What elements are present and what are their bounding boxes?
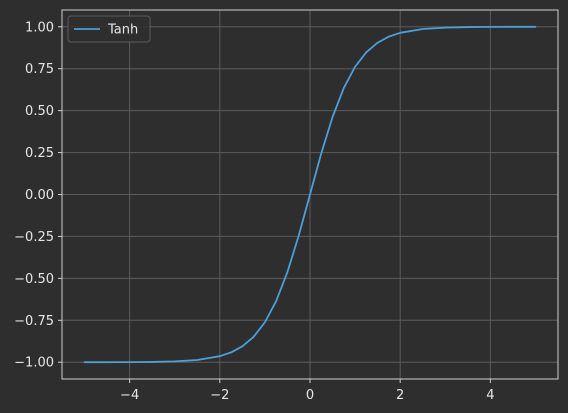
y-tick-label: 0.25 xyxy=(25,146,54,161)
y-tick-label: −0.75 xyxy=(14,314,54,329)
axes xyxy=(58,9,559,383)
y-tick-label: 0.50 xyxy=(25,104,54,119)
series-lines xyxy=(83,25,537,364)
x-tick-label: −2 xyxy=(210,388,229,403)
legend-box xyxy=(67,15,151,43)
legend: Tanh xyxy=(67,15,151,43)
y-tick-label: −0.50 xyxy=(14,272,54,287)
tick-labels: −4 −2 0 2 4 −1.00 −0.75 −0.50 −0.25 0.00 0.25 0.50 0… xyxy=(14,20,494,403)
series-line-tanh xyxy=(83,25,537,364)
x-tick-label: 2 xyxy=(396,388,404,403)
x-tick-label: 4 xyxy=(486,388,494,403)
legend-label: Tanh xyxy=(107,23,138,38)
x-tick-label: 0 xyxy=(306,388,314,403)
y-tick-label: −0.25 xyxy=(14,230,54,245)
y-tick-label: 0.00 xyxy=(25,188,54,203)
y-tick-label: 1.00 xyxy=(25,20,54,35)
x-tick-label: −4 xyxy=(120,388,139,403)
y-tick-label: −1.00 xyxy=(14,356,54,371)
y-tick-label: 0.75 xyxy=(25,62,54,77)
